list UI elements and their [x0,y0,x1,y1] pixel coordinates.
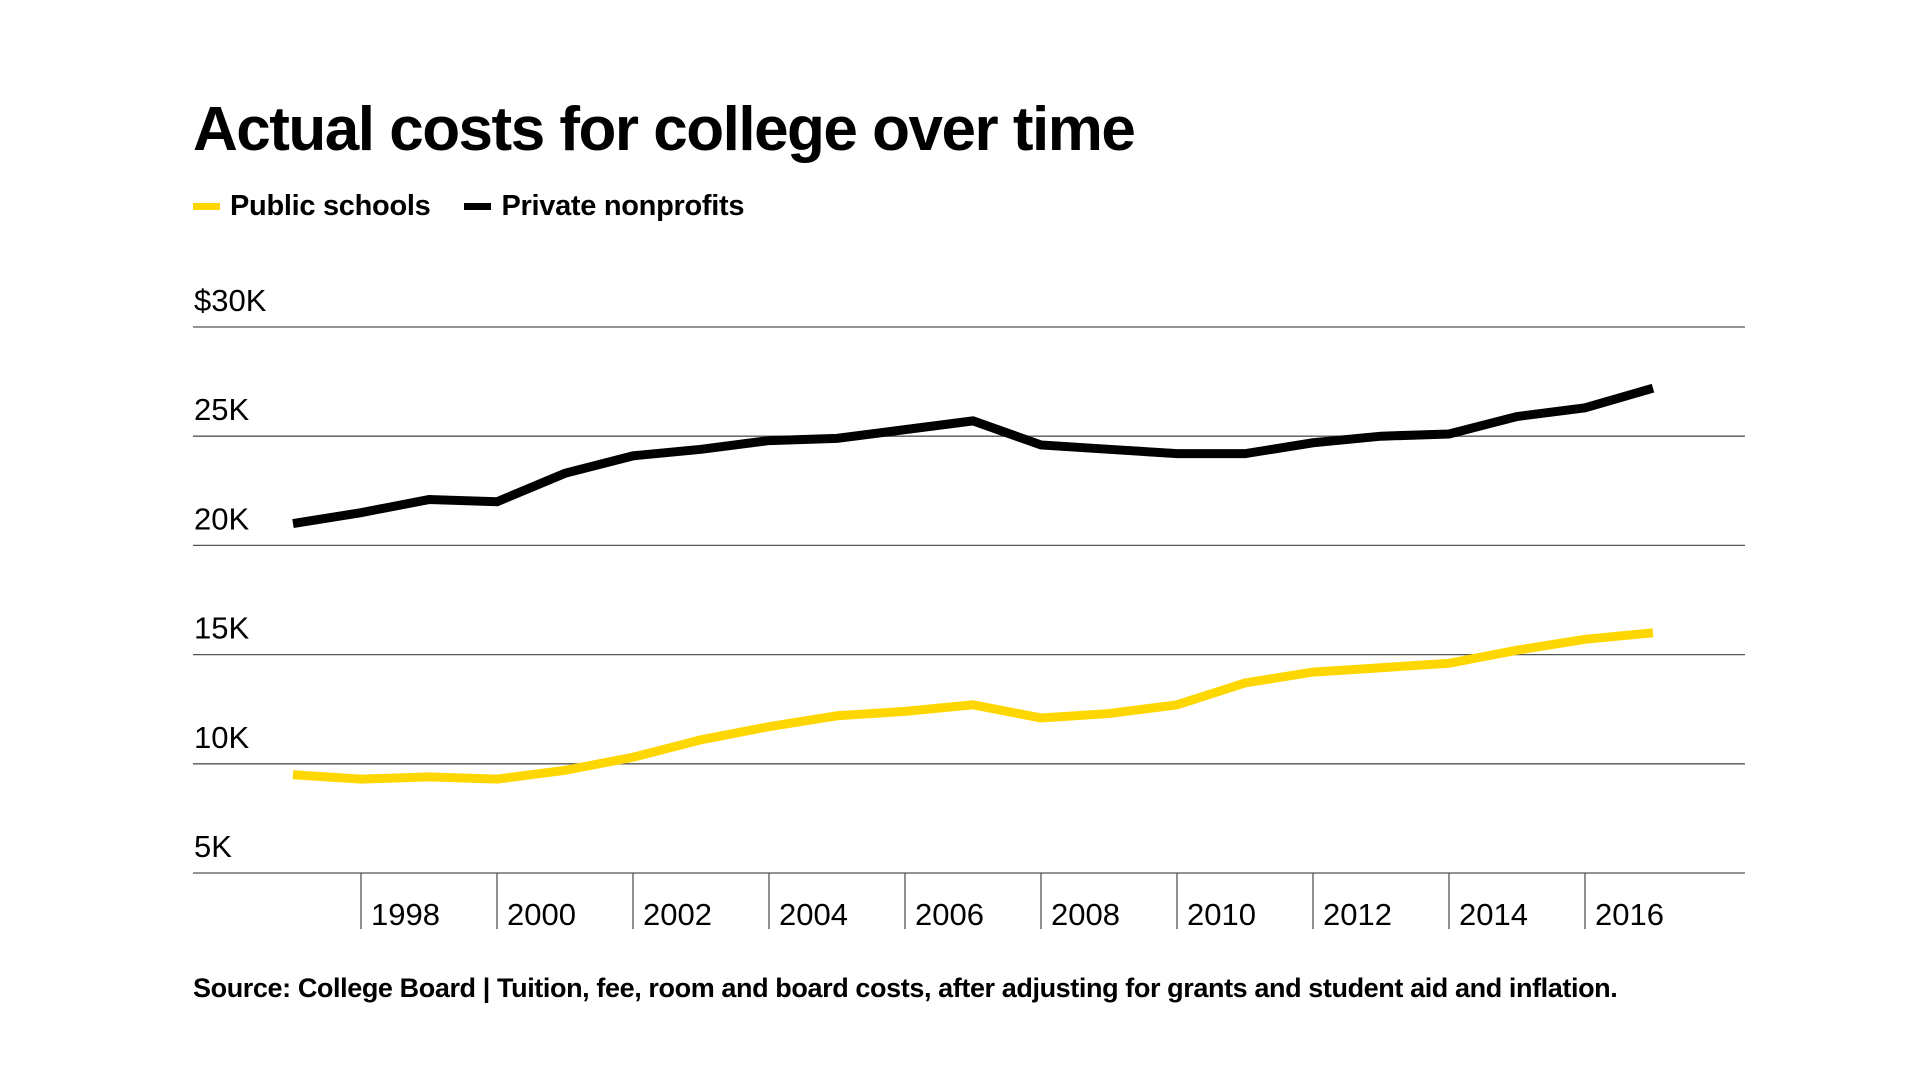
x-tick-label: 2000 [507,897,576,932]
x-tick-label: 1998 [371,897,440,932]
chart-legend: Public schools Private nonprofits [193,190,778,223]
y-tick-label: 5K [194,829,232,864]
series-line-private-nonprofits [292,383,1655,529]
y-tick-label: 25K [194,392,249,427]
y-tick-label: 20K [194,501,249,536]
series-line-public-schools [292,628,1654,784]
x-tick-label: 2002 [643,897,712,932]
x-tick-label: 2014 [1459,897,1528,932]
legend-item-public: Public schools [193,190,431,223]
x-tick-label: 2010 [1187,897,1256,932]
legend-swatch-public [193,203,220,210]
y-tick-label: $30K [194,283,267,318]
y-tick-label: 10K [194,720,249,755]
x-tick-label: 2004 [779,897,848,932]
legend-swatch-private [464,203,492,210]
legend-label-public: Public schools [230,190,431,222]
y-tick-label: 15K [194,611,249,646]
source-note: Source: College Board | Tuition, fee, ro… [193,973,1618,1003]
chart-title: Actual costs for college over time [193,95,1136,164]
line-chart: $30K 25K 20K 15K 10K 5K 1998 2000 2002 2004 2006 20… [193,283,1745,932]
x-tick-label: 2008 [1051,897,1120,932]
legend-item-private: Private nonprofits [464,190,745,223]
x-tick-label: 2012 [1323,897,1392,932]
legend-label-private: Private nonprofits [501,190,745,222]
x-tick-label: 2006 [915,897,984,932]
x-tick-label: 2016 [1595,897,1664,932]
